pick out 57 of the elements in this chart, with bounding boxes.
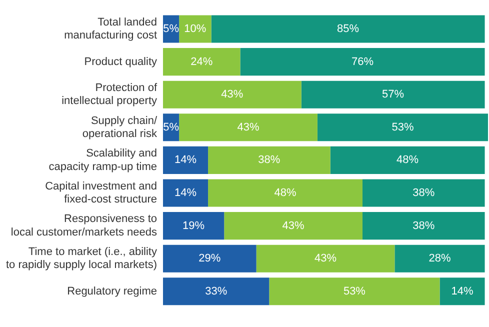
data-label: 57% (382, 88, 404, 101)
y-tick-label: Product quality (84, 56, 158, 68)
bar (163, 80, 302, 108)
bar (269, 278, 440, 306)
bar (179, 15, 212, 43)
y-tick-label: Supply chain/ operational risk (82, 114, 158, 140)
data-label: 19% (182, 220, 205, 232)
data-label: 43% (314, 252, 337, 265)
y-tick-label: Total landed manufacturing cost (64, 16, 158, 42)
bar (163, 212, 224, 240)
data-label: 5% (163, 121, 180, 134)
bar (240, 48, 485, 76)
data-label: 29% (198, 252, 221, 265)
y-tick-label: Scalability and capacity ramp-up time (48, 148, 158, 173)
bar (179, 114, 318, 142)
data-label: 38% (412, 187, 435, 200)
data-label: 85% (337, 23, 360, 36)
bar (211, 15, 485, 43)
data-label: 48% (274, 187, 296, 200)
data-label: 28% (428, 252, 451, 265)
data-label: 38% (412, 220, 435, 232)
bar (208, 179, 363, 207)
bar (330, 146, 485, 174)
bar (394, 244, 485, 272)
data-label: 76% (351, 56, 374, 68)
data-label: 10% (184, 23, 206, 36)
bar (317, 114, 488, 142)
data-label: 14% (174, 154, 197, 166)
bar (163, 244, 256, 272)
y-tick-label: Capital investment and fixed-cost structure (45, 180, 158, 206)
bar (256, 244, 395, 272)
bar (301, 80, 485, 108)
data-label: 5% (163, 23, 180, 36)
y-tick-label: Protection of intellectual property (62, 82, 158, 108)
y-tick-label: Responsiveness to local customer/markets needs (10, 213, 158, 238)
y-tick-label: Regulatory regime (67, 285, 158, 298)
bar (440, 278, 485, 306)
data-label: 38% (258, 154, 280, 166)
data-label: 14% (451, 285, 474, 298)
data-label: 53% (343, 285, 366, 298)
data-label: 33% (205, 285, 228, 298)
data-label: 14% (174, 187, 197, 200)
bar (362, 179, 485, 207)
bar (163, 146, 208, 174)
data-label: 24% (190, 56, 213, 68)
bar (163, 48, 240, 76)
y-tick-label: Time to market (i.e., ability to rapidly supply local markets) (6, 246, 158, 272)
data-label: 53% (392, 121, 414, 134)
data-label: 43% (221, 88, 244, 101)
bar (362, 212, 485, 240)
bar (208, 146, 330, 174)
data-label: 43% (237, 121, 260, 134)
data-label: 43% (282, 220, 305, 232)
data-label: 48% (396, 154, 419, 166)
bar (224, 212, 363, 240)
bar (163, 278, 270, 306)
bar (163, 179, 208, 207)
